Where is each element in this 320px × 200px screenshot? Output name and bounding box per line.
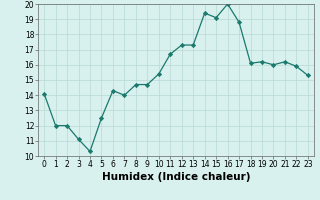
X-axis label: Humidex (Indice chaleur): Humidex (Indice chaleur) — [102, 172, 250, 182]
